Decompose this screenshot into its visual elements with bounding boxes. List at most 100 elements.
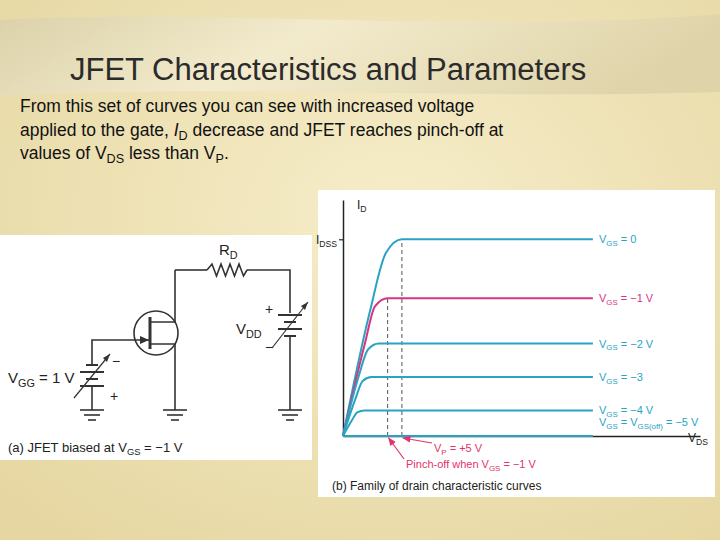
- text-part: GS(off): [638, 422, 664, 431]
- text-part: V: [236, 320, 246, 337]
- wire: [91, 386, 93, 410]
- wire: [150, 344, 175, 410]
- battery-plate: [80, 371, 104, 373]
- circuit-panel: [0, 235, 312, 460]
- text-part: Pinch-off when V: [406, 458, 490, 470]
- text-part: (b) Family of drain characteristic curve…: [332, 479, 541, 493]
- text-part: P: [216, 152, 224, 166]
- y-axis-title: ID: [357, 198, 367, 214]
- ground: [80, 409, 104, 411]
- ground: [88, 419, 96, 421]
- circuit-label: −: [265, 339, 273, 355]
- text-part: GS: [606, 298, 617, 307]
- battery-plate: [284, 321, 296, 323]
- chart: IDSSIDVDSVGS = 0VGS = −1 VVGS = −2 VVGS …: [316, 190, 715, 497]
- chart-panel: [318, 190, 715, 497]
- variable-arrow: [74, 354, 110, 398]
- text-part: D: [179, 129, 188, 143]
- ground: [84, 414, 100, 416]
- text-part: DS: [696, 437, 708, 447]
- ground: [286, 419, 294, 421]
- y-tick-mark: [339, 239, 343, 240]
- y-axis: IDSS: [316, 201, 344, 437]
- wire: [289, 336, 291, 410]
- series-label: VGS = −2 V: [599, 338, 654, 353]
- text-part: = 1 V: [35, 369, 75, 386]
- chart-caption: (b) Family of drain characteristic curve…: [332, 479, 541, 493]
- text-part: GS: [606, 377, 617, 386]
- ground: [278, 409, 302, 411]
- series-label: VGS = VGS(off) = −5 V: [599, 416, 699, 431]
- text-part: = −5 V: [663, 416, 699, 428]
- text-part: From this set of curves you can see with…: [20, 96, 474, 116]
- gate-arrow: [140, 336, 149, 344]
- x-axis-title: VDS: [688, 431, 708, 447]
- circuit-label: RD: [219, 241, 238, 261]
- text-part: D: [360, 204, 366, 214]
- text-part: R: [219, 241, 230, 258]
- circuit-label: VDD: [236, 320, 262, 340]
- text-part: = −1 V: [141, 440, 183, 455]
- variable-arrow: [272, 302, 308, 348]
- resistor: [207, 264, 247, 276]
- ground: [167, 414, 183, 416]
- drain-curve: [343, 435, 593, 437]
- background: [0, 0, 720, 540]
- wire: [92, 340, 150, 365]
- circuit-label: +: [110, 388, 118, 404]
- pinch-off-line: [401, 239, 402, 436]
- x-axis: [344, 436, 701, 437]
- battery-plate: [278, 328, 302, 330]
- text-part: JFET Characteristics and Parameters: [70, 52, 586, 87]
- pinch-off-line: [387, 298, 388, 436]
- battery-plate: [86, 378, 98, 380]
- series-label: VGS = −1 V: [599, 292, 654, 307]
- text-part: DSS: [319, 239, 337, 249]
- text-part: = −2 V: [618, 338, 654, 350]
- series-label: VGS = −3: [599, 371, 643, 386]
- title-band: [0, 14, 720, 96]
- circuit: RDVDD+−VGG = 1 V−+(a) JFET biased at VGS…: [0, 235, 312, 460]
- ground: [282, 414, 298, 416]
- text-part: = −1 V: [500, 458, 536, 470]
- text-part: = −3: [618, 371, 643, 383]
- annotation: Pinch-off when VGS = −1 V: [406, 458, 537, 473]
- text-part: GS: [127, 447, 141, 457]
- jfet-body: [134, 311, 178, 355]
- circuit-caption: (a) JFET biased at VGS = −1 V: [8, 440, 183, 457]
- text-part: GG: [18, 377, 35, 389]
- text-part: = −4 V: [618, 404, 654, 416]
- text-part: GS: [489, 464, 500, 473]
- drain-curve: [343, 298, 593, 436]
- circuit-label: +: [265, 301, 273, 317]
- annotation: VP = +5 V: [434, 442, 483, 457]
- text-part: −: [265, 339, 273, 355]
- body-text: applied to the gate, ID decrease and JFE…: [20, 120, 503, 143]
- slide: JFET Characteristics and Parameters From …: [0, 0, 720, 540]
- text-part: GS: [606, 239, 617, 248]
- text-part: GS: [606, 422, 617, 431]
- text-part: = +5 V: [447, 442, 483, 454]
- text-part: (a) JFET biased at V: [8, 440, 127, 455]
- body-text: values of VDS less than VP.: [20, 143, 229, 166]
- drain-curve: [343, 344, 593, 436]
- series-label: VGS = 0: [599, 233, 636, 248]
- circuit-label: VGG = 1 V: [8, 369, 74, 389]
- annotation-arrow: [389, 438, 404, 459]
- text-part: V: [688, 431, 696, 445]
- text-part: applied to the gate,: [20, 120, 174, 140]
- text-part: D: [230, 249, 238, 261]
- wire: [150, 270, 175, 322]
- text-part: DS: [107, 152, 125, 166]
- drain-curve: [343, 239, 593, 436]
- plot-area: [343, 239, 593, 436]
- ground: [163, 409, 187, 411]
- text-part: values of V: [20, 143, 107, 163]
- text-part: GS: [606, 410, 617, 419]
- ground: [171, 419, 179, 421]
- slide-title: JFET Characteristics and Parameters: [70, 52, 586, 87]
- y-tick-label: IDSS: [316, 233, 337, 249]
- text-part: less than V: [124, 143, 216, 163]
- text-part: +: [110, 388, 118, 404]
- drain-curve: [343, 410, 593, 436]
